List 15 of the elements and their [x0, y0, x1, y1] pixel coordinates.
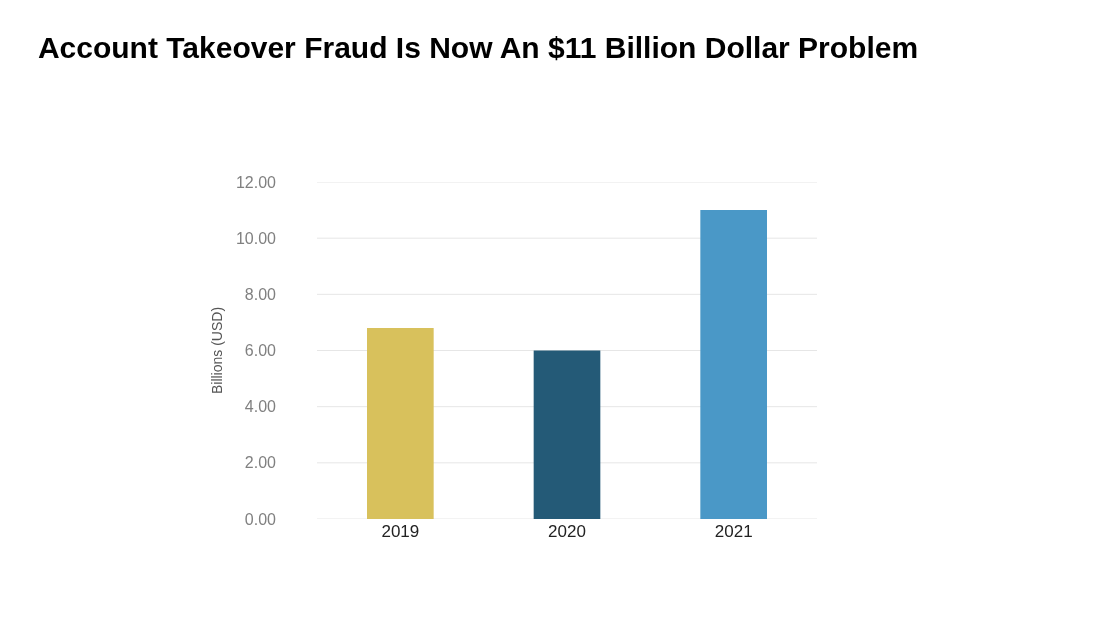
y-axis-title: Billions (USD) — [208, 306, 225, 395]
x-tick-label: 2021 — [714, 522, 753, 541]
y-tick-label: 4.00 — [244, 398, 277, 416]
bar — [700, 210, 767, 519]
y-tick-label: 10.00 — [235, 229, 277, 247]
y-tick-label: 6.00 — [244, 342, 277, 360]
y-tick-label: 12.00 — [235, 173, 277, 191]
y-tick-label: 0.00 — [244, 510, 277, 528]
y-tick-label: 8.00 — [244, 285, 277, 303]
x-tick-label: 2019 — [381, 522, 420, 541]
x-tick-label: 2020 — [548, 522, 586, 541]
chart-title: Account Takeover Fraud Is Now An $11 Billion Dollar Problem — [37, 30, 919, 64]
y-tick-label: 2.00 — [244, 454, 277, 472]
bar — [367, 328, 434, 519]
bar — [533, 350, 601, 519]
